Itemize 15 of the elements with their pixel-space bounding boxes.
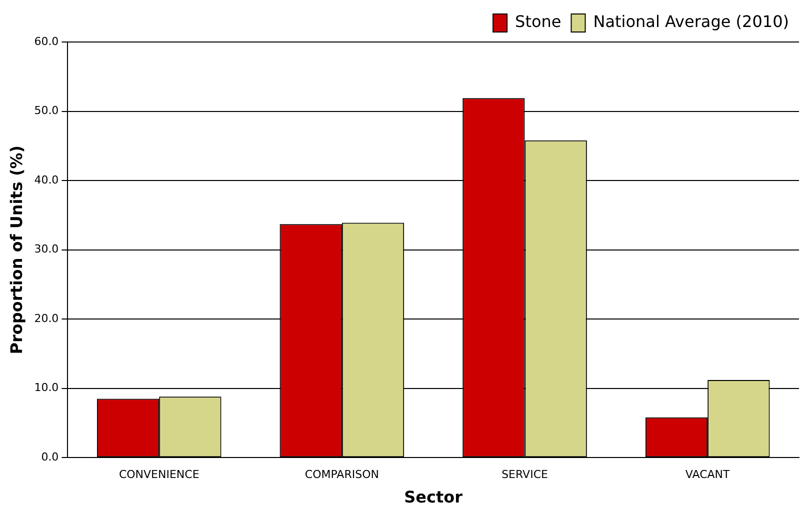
- legend-label: National Average (2010): [593, 12, 789, 32]
- x-tick-label: CONVENIENCE: [118, 468, 200, 482]
- x-tick-label: SERVICE: [502, 468, 548, 482]
- y-tick-label: 0.0: [41, 450, 59, 464]
- y-tick-label: 40.0: [34, 173, 59, 186]
- y-tick-label: 30.0: [34, 242, 59, 256]
- y-tick-label: 60.0: [34, 34, 59, 48]
- x-tick-label: VACANT: [685, 468, 730, 482]
- y-tick-label: 10.0: [34, 381, 59, 394]
- legend-label: Stone: [515, 12, 562, 32]
- x-axis-title: Sector: [404, 488, 463, 507]
- y-tick-label: 20.0: [34, 312, 59, 325]
- y-tick-label: 50.0: [34, 104, 59, 118]
- y-axis-title: Proportion of Units (%): [6, 145, 26, 354]
- x-tick-label: COMPARISON: [304, 468, 379, 482]
